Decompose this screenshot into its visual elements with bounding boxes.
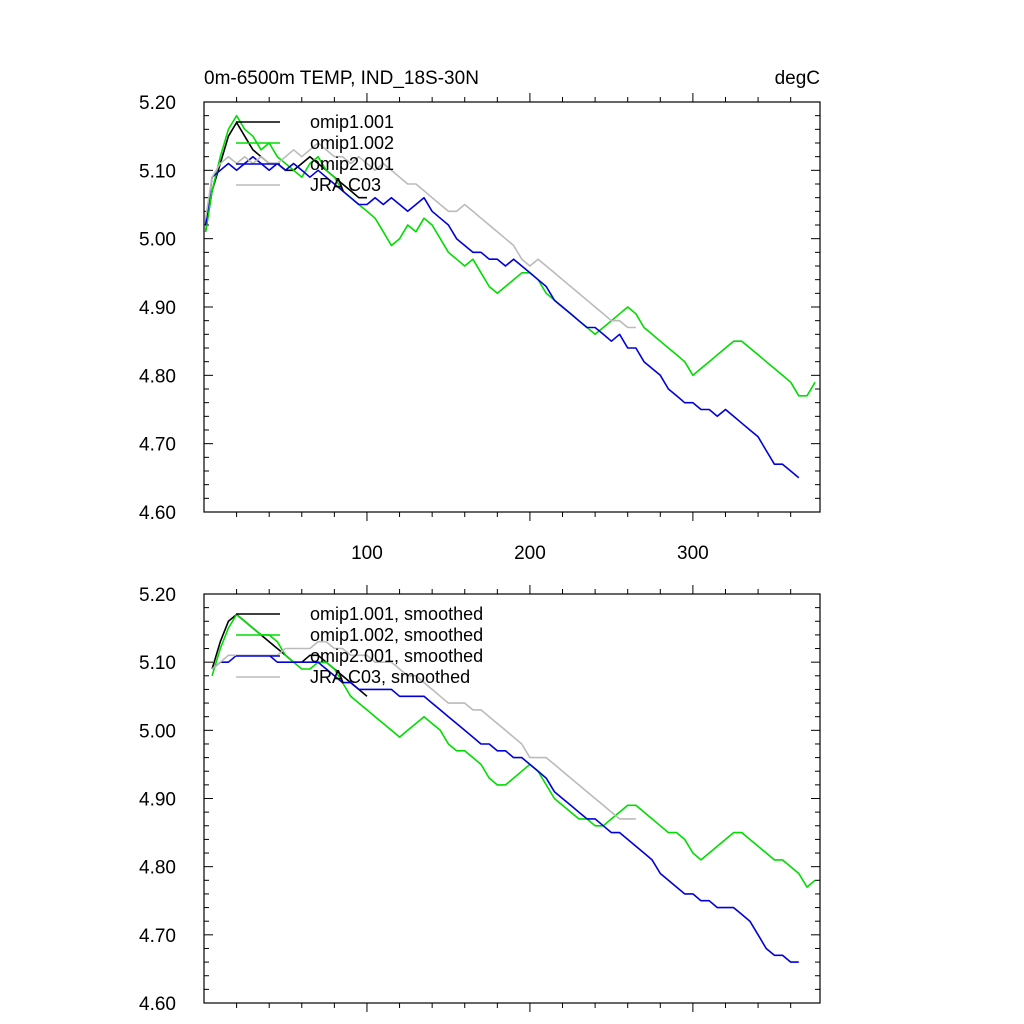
chart-title: 0m-6500m TEMP, IND_18S-30N [204,68,479,89]
series-line-jra-c03-smoothed [211,640,636,820]
y-tick-label: 4.90 [139,298,176,319]
series-line-omip1-002 [204,114,816,397]
x-tick-label: 300 [677,543,709,564]
series-line-omip2-001-smoothed [211,654,799,963]
legend-label: omip1.002, smoothed [310,625,483,645]
x-tick-label: 200 [514,543,546,564]
series-group [204,114,816,479]
legend-label: omip1.001, smoothed [310,604,483,624]
top-panel: 4.60 4.70 4.80 4.90 5.00 5.10 5.20 100 200 300 omi… [139,93,821,564]
legend-label: omip1.002 [310,133,394,153]
x-axis: 100 200 300 [236,93,792,564]
y-tick-label: 4.70 [139,926,176,947]
y-tick-label: 4.60 [139,994,176,1015]
y-tick-label: 5.00 [139,230,176,251]
y-tick-label: 4.70 [139,435,176,456]
series-line-jra-c03 [204,142,636,329]
series-group [211,613,816,963]
y-tick-label: 4.90 [139,790,176,811]
series-line-omip2-001 [204,155,800,479]
legend-label: JRA C03, smoothed [310,667,470,687]
chart-units-label: degC [775,68,820,89]
legend-label: JRA C03 [310,175,381,195]
legend-label: omip1.001 [310,112,394,132]
legend-label: omip2.001 [310,154,394,174]
y-axis: 4.60 4.70 4.80 4.90 5.00 5.10 5.20 [139,93,820,524]
y-axis: 4.60 4.70 4.80 4.90 5.00 5.10 5.20 [139,585,820,1015]
x-axis [236,585,792,1012]
y-tick-label: 5.20 [139,585,176,606]
series-line-omip1-002-smoothed [211,613,816,888]
legend-label: omip2.001, smoothed [310,646,483,666]
x-tick-label: 100 [351,543,383,564]
y-tick-label: 5.00 [139,721,176,742]
y-tick-label: 5.20 [139,93,176,114]
y-tick-label: 4.60 [139,503,176,524]
y-tick-label: 5.10 [139,653,176,674]
y-tick-label: 5.10 [139,161,176,182]
bottom-panel: 4.60 4.70 4.80 4.90 5.00 5.10 5.20 omip1.001, s… [139,585,821,1015]
plot-frame [203,593,821,1004]
y-tick-label: 4.80 [139,858,176,879]
y-tick-label: 4.80 [139,366,176,387]
plot-frame [203,101,821,513]
